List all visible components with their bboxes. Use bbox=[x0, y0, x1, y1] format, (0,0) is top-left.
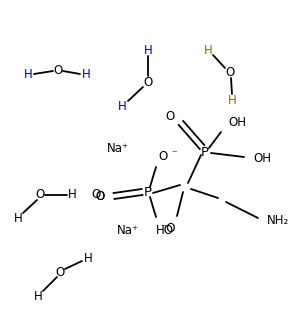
Text: O: O bbox=[95, 189, 105, 203]
Text: ⁻: ⁻ bbox=[171, 149, 177, 159]
Text: H: H bbox=[24, 68, 32, 82]
Text: HO: HO bbox=[156, 223, 174, 237]
Text: H: H bbox=[14, 212, 22, 224]
Text: H: H bbox=[84, 251, 92, 265]
Text: P: P bbox=[144, 186, 152, 198]
Text: H: H bbox=[34, 290, 42, 302]
Text: H: H bbox=[68, 188, 76, 202]
Text: O: O bbox=[91, 187, 101, 201]
Text: H: H bbox=[144, 44, 152, 56]
Text: O: O bbox=[143, 75, 153, 89]
Text: H: H bbox=[118, 100, 126, 112]
Text: O: O bbox=[165, 109, 175, 123]
Text: O: O bbox=[55, 265, 65, 279]
Text: P: P bbox=[201, 145, 209, 159]
Text: H: H bbox=[228, 93, 236, 107]
Text: O: O bbox=[53, 64, 63, 76]
Text: OH: OH bbox=[253, 152, 271, 164]
Text: NH₂: NH₂ bbox=[267, 213, 289, 227]
Text: H: H bbox=[82, 68, 90, 82]
Text: Na⁺: Na⁺ bbox=[107, 142, 129, 154]
Text: H: H bbox=[204, 44, 212, 56]
Text: O: O bbox=[225, 65, 235, 79]
Text: O: O bbox=[95, 189, 105, 203]
Text: Na⁺: Na⁺ bbox=[117, 223, 139, 237]
Text: ⁻O: ⁻O bbox=[160, 221, 176, 235]
Text: O: O bbox=[35, 188, 45, 202]
Text: O: O bbox=[158, 151, 167, 163]
Text: OH: OH bbox=[228, 117, 246, 129]
